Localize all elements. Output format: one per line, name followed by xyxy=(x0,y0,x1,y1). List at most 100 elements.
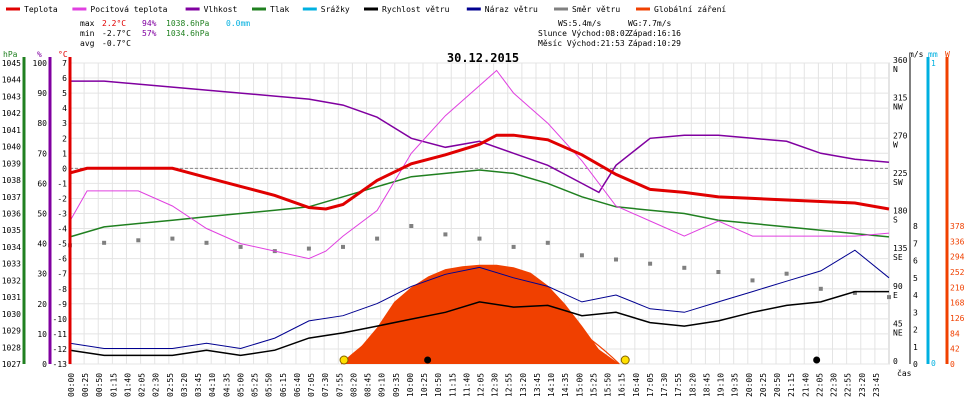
x-tick-label: 07:30 xyxy=(321,373,330,397)
press-tick-label: 1039 xyxy=(2,159,21,168)
legend-label: Rychlost větru xyxy=(382,5,450,14)
press-tick-label: 1042 xyxy=(2,109,21,118)
legend-label: Pocitová teplota xyxy=(90,5,167,14)
x-tick-label: 04:10 xyxy=(208,373,217,397)
wind-direction-point xyxy=(818,286,823,291)
legend-label: Teplota xyxy=(24,5,58,14)
hum-tick-label: 100 xyxy=(33,59,48,68)
dir-tick-name: NE xyxy=(893,328,903,337)
legend-label: Vlhkost xyxy=(204,5,238,14)
hum-tick-label: 10 xyxy=(37,330,47,339)
dir-tick-name: SE xyxy=(893,253,903,262)
x-tick-label: 08:20 xyxy=(349,373,358,397)
x-tick-label: 22:05 xyxy=(815,373,824,397)
temp-tick-label: -12 xyxy=(53,345,68,354)
axes-layer: 00:00 00:25 00:50 01:15 01:40 02:05 02:30 02:55… xyxy=(2,56,965,397)
wind-direction-point xyxy=(784,271,789,276)
temp-tick-label: -5 xyxy=(57,240,67,249)
x-tick-label: 17:30 xyxy=(660,373,669,397)
wind-direction-point xyxy=(238,244,243,249)
x-tick-label: 23:20 xyxy=(858,373,867,397)
dir-tick-label: 90 xyxy=(893,282,903,291)
moonset-marker xyxy=(424,356,432,364)
stat-rain: 0.0mm xyxy=(226,19,250,28)
stat-press-min: 1034.6hPa xyxy=(166,29,210,38)
press-tick-label: 1033 xyxy=(2,260,21,269)
x-tick-label: 15:25 xyxy=(589,373,598,397)
press-tick-label: 1028 xyxy=(2,343,21,352)
rad-tick-label: 126 xyxy=(950,314,965,323)
x-tick-label: 01:15 xyxy=(109,373,118,397)
series-wind-speed xyxy=(69,290,889,357)
x-tick-label: 20:25 xyxy=(759,373,768,397)
hum-tick-label: 40 xyxy=(37,240,47,249)
wind-direction-point xyxy=(136,238,141,243)
hum-tick-label: 80 xyxy=(37,119,47,128)
wind-direction-point xyxy=(887,295,891,300)
temp-tick-label: 4 xyxy=(62,104,67,113)
rad-tick-label: 378 xyxy=(950,222,965,231)
x-tick-label: 04:35 xyxy=(222,373,231,397)
stat-label-avg: avg xyxy=(80,39,95,48)
press-tick-label: 1027 xyxy=(2,360,21,369)
x-tick-label: 01:40 xyxy=(123,373,132,397)
stat-temp-max: 2.2°C xyxy=(102,19,126,28)
rad-tick-label: 84 xyxy=(950,329,960,338)
moonset-info: Západ:10:29 xyxy=(628,39,681,48)
wind-direction-point xyxy=(852,290,857,295)
sunrise-marker xyxy=(339,355,349,365)
ms-tick-label: 0 xyxy=(913,360,918,369)
press-tick-label: 1038 xyxy=(2,176,21,185)
sunset-info: Západ:16:16 xyxy=(628,29,681,38)
press-tick-label: 1029 xyxy=(2,327,21,336)
temp-tick-label: -2 xyxy=(57,194,67,203)
stat-temp-avg: -0.7°C xyxy=(102,39,131,48)
x-tick-label: 17:55 xyxy=(674,373,683,397)
x-tick-label: 05:25 xyxy=(251,373,260,397)
unit-celsius: °C xyxy=(58,50,68,59)
x-tick-label: 12:30 xyxy=(491,373,500,397)
wind-direction-point xyxy=(477,236,482,241)
x-tick-label: 06:15 xyxy=(279,373,288,397)
dir-tick-label: 360 xyxy=(893,56,908,65)
rad-tick-label: 336 xyxy=(950,237,965,246)
x-tick-label: 13:45 xyxy=(533,373,542,397)
temp-tick-label: -1 xyxy=(57,179,67,188)
temp-tick-label: -6 xyxy=(57,255,67,264)
press-tick-label: 1045 xyxy=(2,59,21,68)
x-tick-label: 07:05 xyxy=(307,373,316,397)
temp-tick-label: -13 xyxy=(53,360,68,369)
press-tick-label: 1035 xyxy=(2,226,21,235)
x-tick-label: 22:30 xyxy=(830,373,839,397)
hum-tick-label: 50 xyxy=(37,210,47,219)
press-tick-label: 1036 xyxy=(2,210,21,219)
mm-tick-label: 1 xyxy=(931,59,936,68)
wind-direction-point xyxy=(750,278,755,283)
x-tick-label: 19:10 xyxy=(717,373,726,397)
x-tick-label: 21:40 xyxy=(801,373,810,397)
ms-tick-label: 2 xyxy=(913,326,918,335)
x-tick-label: 11:15 xyxy=(448,373,457,397)
hum-tick-label: 70 xyxy=(37,149,47,158)
temp-tick-label: -9 xyxy=(57,300,67,309)
x-tick-label: 13:20 xyxy=(519,373,528,397)
temp-tick-label: -3 xyxy=(57,210,67,219)
stat-label-max: max xyxy=(80,19,95,28)
x-tick-label: 21:15 xyxy=(787,373,796,397)
temp-tick-label: 5 xyxy=(62,89,67,98)
x-tick-label: 22:55 xyxy=(844,373,853,397)
hum-tick-label: 90 xyxy=(37,89,47,98)
x-tick-label: 18:45 xyxy=(702,373,711,397)
wind-direction-point xyxy=(341,244,345,249)
x-tick-label: 15:50 xyxy=(604,373,613,397)
temp-tick-label: 0 xyxy=(62,164,67,173)
x-tick-label: 23:45 xyxy=(872,373,881,397)
wind-direction-point xyxy=(170,236,175,241)
sunset-marker xyxy=(620,355,630,365)
wind-direction-point xyxy=(682,265,687,270)
unit-watt: W xyxy=(945,50,950,59)
x-tick-label: 00:00 xyxy=(67,373,76,397)
x-tick-label: 14:35 xyxy=(561,373,570,397)
press-tick-label: 1037 xyxy=(2,193,21,202)
dir-tick-name: N xyxy=(893,65,898,74)
